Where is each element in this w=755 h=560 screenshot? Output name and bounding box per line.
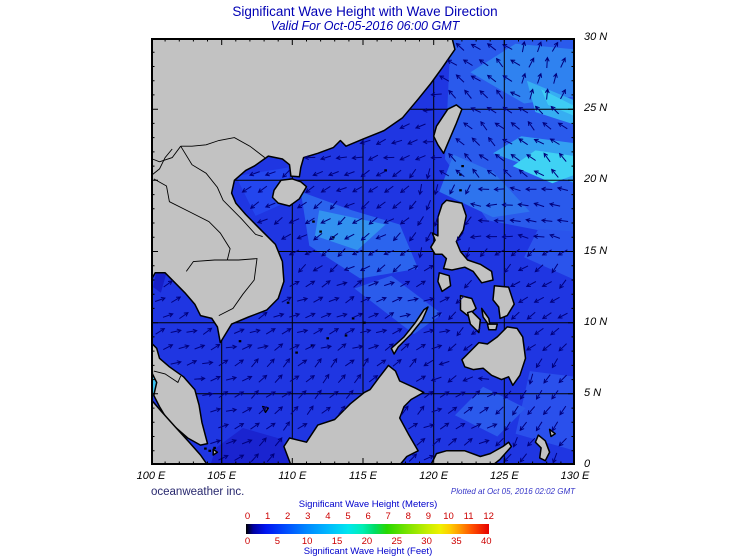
valid-time-subtitle: Valid For Oct-05-2016 06:00 GMT [270, 19, 460, 33]
feet-tick: 40 [481, 536, 492, 547]
meters-tick: 6 [365, 511, 371, 522]
feet-tick: 0 [244, 536, 251, 547]
lat-label: 30 N [584, 31, 608, 43]
lon-label: 125 E [489, 470, 519, 482]
lat-label: 15 N [584, 244, 608, 257]
meters-tick: 9 [425, 511, 432, 522]
feet-tick: 15 [331, 536, 343, 547]
meters-tick: 4 [325, 511, 331, 522]
lon-label: 130 E [560, 470, 590, 482]
feet-tick: 30 [421, 536, 432, 547]
lon-label: 105 E [207, 470, 237, 482]
map-svg [151, 38, 575, 465]
credit-oceanweather: oceanweather inc. [151, 486, 245, 498]
lat-label: 10 N [584, 315, 608, 328]
feet-tick: 35 [451, 536, 462, 547]
lat-label: 5 N [584, 386, 602, 399]
lat-label: 0 [584, 458, 591, 470]
meters-tick: 8 [405, 511, 411, 522]
lon-label: 100 E [136, 470, 166, 482]
feet-tick: 5 [274, 536, 280, 547]
legend-title-feet: Significant Wave Height (Feet) [303, 546, 433, 557]
lon-label: 120 E [419, 470, 449, 482]
lon-label: 110 E [278, 470, 307, 482]
feet-tick: 25 [391, 536, 403, 547]
meters-tick: 11 [463, 511, 474, 522]
wave-height-colorbar [246, 524, 489, 534]
feet-tick: 20 [361, 536, 373, 547]
meters-tick: 3 [305, 511, 311, 522]
meters-tick: 7 [385, 511, 391, 522]
meters-tick: 0 [244, 511, 251, 522]
meters-tick: 10 [443, 511, 454, 522]
lat-label: 25 N [584, 102, 608, 115]
meters-tick: 2 [285, 511, 291, 522]
meters-tick: 1 [264, 511, 271, 522]
map-canvas [151, 38, 575, 465]
feet-tick: 10 [301, 536, 313, 547]
lon-label: 115 E [349, 470, 377, 482]
page-title: Significant Wave Height with Wave Direct… [232, 4, 498, 19]
legend-title-meters: Significant Wave Height (Meters) [298, 499, 438, 510]
meters-tick: 12 [483, 511, 494, 522]
meters-tick: 5 [345, 511, 351, 522]
lat-label: 20 N [584, 173, 608, 186]
plotted-timestamp: Plotted at Oct 05, 2016 02:02 GMT [450, 487, 575, 496]
